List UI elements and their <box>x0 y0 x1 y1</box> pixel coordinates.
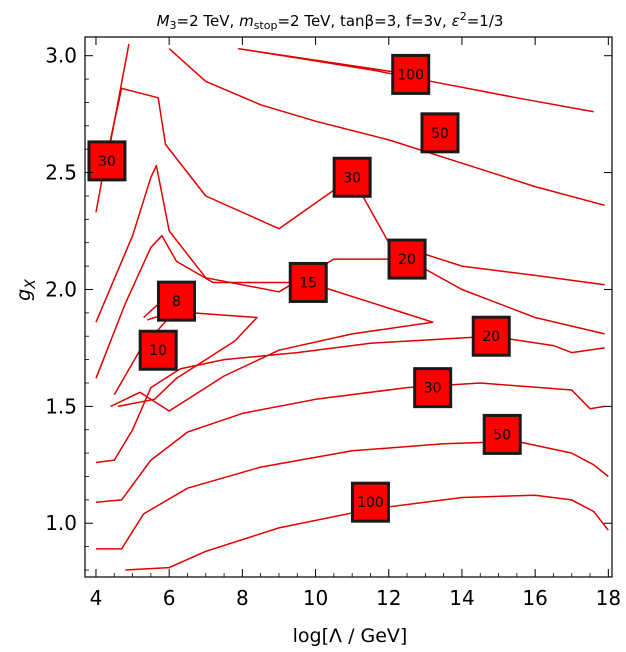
plot-frame <box>84 36 613 578</box>
x-tick-label: 8 <box>236 586 249 610</box>
contour-label-text: 30 <box>98 154 116 170</box>
contour-label-box <box>332 156 372 198</box>
contour-label-box <box>482 413 522 455</box>
x-tick-label: 16 <box>522 586 547 610</box>
y-tick-label: 2.0 <box>45 277 77 301</box>
contour-label-1: 50 <box>420 112 460 154</box>
y-tick-label: 2.5 <box>45 161 77 185</box>
contour-label-text: 30 <box>343 170 361 186</box>
contour-label-box <box>413 367 453 409</box>
contour-label-11: 100 <box>350 481 390 523</box>
contour-line-100-11 <box>125 494 609 571</box>
x-tick-label: 14 <box>449 586 474 610</box>
contour-label-box <box>87 140 127 182</box>
contour-label-text: 10 <box>149 343 167 359</box>
x-axis-label: log[Λ / GeV] <box>293 625 408 647</box>
contour-label-box <box>288 261 328 303</box>
contour-label-box <box>350 481 390 523</box>
x-tick-label: 6 <box>163 586 176 610</box>
contour-label-box <box>156 280 196 322</box>
contour-label-text: 100 <box>397 67 424 83</box>
contour-line-50-1 <box>168 48 605 207</box>
contour-line-50-10 <box>96 440 609 550</box>
contour-lines <box>95 43 609 571</box>
x-tick-label: 18 <box>596 586 621 610</box>
contour-line-10-6 <box>113 312 258 408</box>
chart-title: M3=2 TeV, mstop=2 TeV, tanβ=3, f=3v, ε2=… <box>157 10 504 32</box>
contour-label-box <box>391 53 431 95</box>
contour-label-6: 8 <box>156 280 196 322</box>
contour-label-text: 50 <box>431 126 449 142</box>
x-axis-ticks: 4 6 8 10 12 14 16 18 <box>90 37 621 610</box>
y-tick-label: 3.0 <box>45 44 77 68</box>
contour-label-7: 10 <box>138 329 178 371</box>
contour-label-text: 50 <box>493 427 511 443</box>
x-tick-label: 12 <box>376 586 401 610</box>
x-tick-label: 10 <box>303 586 328 610</box>
contour-label-5: 15 <box>288 261 328 303</box>
y-axis-label: gX <box>13 279 39 301</box>
contour-label-box <box>138 329 178 371</box>
contour-label-text: 20 <box>398 252 416 268</box>
contour-label-8: 20 <box>471 315 511 357</box>
y-tick-label: 1.5 <box>45 394 77 418</box>
contour-line-100-0 <box>237 47 594 113</box>
contour-label-10: 50 <box>482 413 522 455</box>
contour-label-box <box>420 112 460 154</box>
contour-label-text: 20 <box>482 329 500 345</box>
y-axis-ticks: 1.0 1.5 2.0 2.5 3.0 <box>45 44 612 571</box>
contour-label-box <box>471 315 511 357</box>
contour-label-9: 30 <box>413 367 453 409</box>
contour-line-30-9 <box>95 382 605 503</box>
contour-line-30-3 <box>95 87 605 286</box>
contour-label-text: 8 <box>172 294 181 310</box>
contour-label-4: 20 <box>387 238 427 280</box>
y-tick-label: 1.0 <box>45 511 77 535</box>
contour-line-20-8 <box>95 335 605 464</box>
contour-label-2: 30 <box>87 140 127 182</box>
contour-label-0: 100 <box>391 53 431 95</box>
contour-line-20-4 <box>95 164 605 335</box>
contour-label-box <box>387 238 427 280</box>
contour-label-text: 30 <box>424 381 442 397</box>
x-tick-label: 4 <box>90 586 103 610</box>
contour-label-3: 30 <box>332 156 372 198</box>
contour-label-text: 15 <box>299 275 317 291</box>
contour-line-15-5 <box>95 234 434 412</box>
contour-labels: 100 50 30 30 20 15 8 10 20 30 50 100 <box>87 53 522 523</box>
contour-label-text: 100 <box>357 495 384 511</box>
